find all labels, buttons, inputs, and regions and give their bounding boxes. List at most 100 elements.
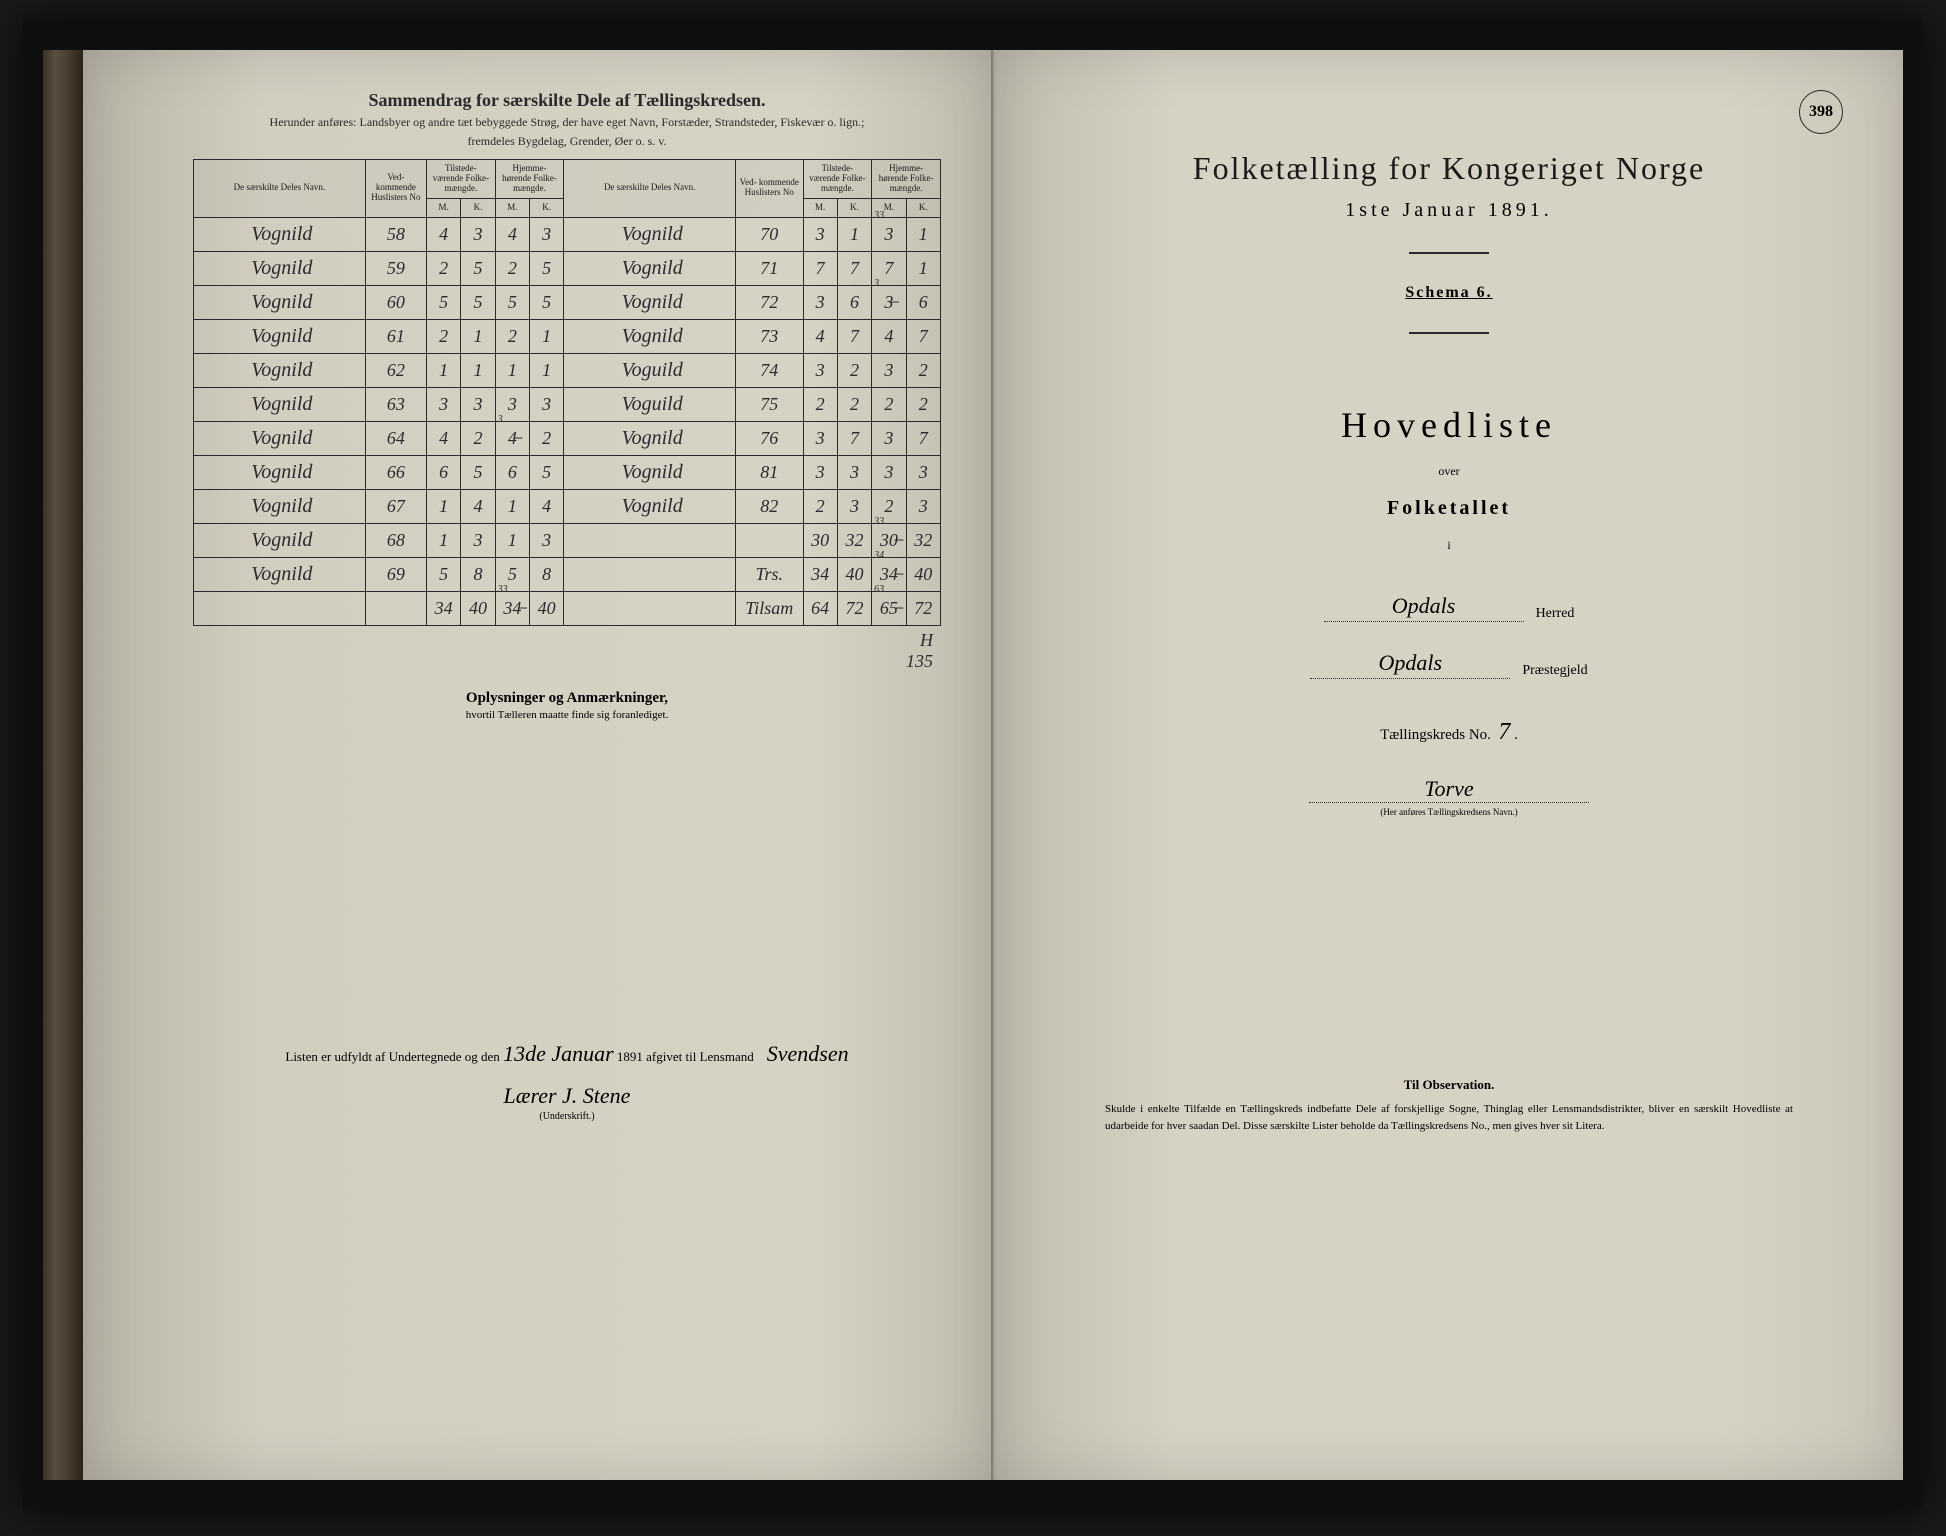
herred-value: Opdals <box>1324 593 1524 622</box>
kreds-caption: (Her anføres Tællingskredsens Navn.) <box>1075 807 1823 817</box>
table-cell: 2 <box>837 387 871 421</box>
praestegjeld-label: Præstegjeld <box>1522 663 1587 679</box>
sig-teller: Lærer J. Stene <box>504 1083 631 1108</box>
table-cell: 81 <box>736 455 803 489</box>
table-cell <box>564 523 736 557</box>
table-cell: 32 <box>906 523 941 557</box>
table-cell: 71 <box>736 251 803 285</box>
obs-body: Skulde i enkelte Tilfælde en Tællingskre… <box>1075 1101 1823 1134</box>
table-cell: 70 <box>736 217 803 251</box>
table-cell: 32 <box>837 523 871 557</box>
table-cell: Vognild <box>194 319 366 353</box>
table-cell: 5 <box>427 285 461 319</box>
kreds-name-block: Torve (Her anføres Tællingskredsens Navn… <box>1075 776 1823 817</box>
table-cell: Trs. <box>736 557 803 591</box>
th-tilstede-R: Tilstede- værende Folke- mængde. <box>803 160 872 199</box>
oplysninger-sub: hvortil Tælleren maatte finde sig foranl… <box>193 709 941 721</box>
th-k: K. <box>906 198 941 217</box>
table-row: Vognild621111Voguild743232 <box>194 353 941 387</box>
table-cell: Voguild <box>564 353 736 387</box>
table-cell: 34 <box>427 591 461 625</box>
table-cell: 7 <box>906 319 941 353</box>
below-table-notes: H 135 <box>193 630 941 672</box>
th-hjemme-L: Hjemme- hørende Folke- mængde. <box>495 160 564 199</box>
right-title: Folketælling for Kongeriget Norge <box>1075 150 1823 187</box>
table-cell: 4 <box>872 319 906 353</box>
table-cell: 2 <box>495 251 529 285</box>
table-cell: 76 <box>736 421 803 455</box>
table-cell: 66 <box>365 455 426 489</box>
table-cell: Vognild <box>564 285 736 319</box>
table-cell: Vognild <box>194 421 366 455</box>
table-sum-row: 34403334̶40Tilsam64726365̶72 <box>194 591 941 625</box>
table-cell: 7 <box>837 251 871 285</box>
table-cell: 61 <box>365 319 426 353</box>
right-page: 398 Folketælling for Kongeriget Norge 1s… <box>993 50 1903 1480</box>
kreds-name: Torve <box>1309 776 1589 803</box>
left-header-1: Sammendrag for særskilte Dele af Tælling… <box>193 90 941 111</box>
table-cell: 333 <box>872 217 906 251</box>
left-header-3: fremdeles Bygdelag, Grender, Øer o. s. v… <box>193 134 941 149</box>
table-cell: 34̶ <box>495 421 529 455</box>
table-cell: 5 <box>495 285 529 319</box>
table-cell: 68 <box>365 523 426 557</box>
table-row: Vognild666565Vognild813333 <box>194 455 941 489</box>
table-cell <box>194 591 366 625</box>
praestegjeld-value: Opdals <box>1310 650 1510 679</box>
table-cell: 6 <box>906 285 941 319</box>
th-m: M. <box>803 198 837 217</box>
table-cell: 6 <box>837 285 871 319</box>
kreds-no: 7 <box>1498 719 1510 745</box>
table-cell: 3 <box>530 387 564 421</box>
table-row: Vognild633333Voguild752222 <box>194 387 941 421</box>
table-cell: 6 <box>495 455 529 489</box>
table-cell: 58 <box>365 217 426 251</box>
oplysninger-title: Oplysninger og Anmærkninger, <box>193 690 941 707</box>
table-cell: 1 <box>530 319 564 353</box>
table-cell: Vognild <box>564 455 736 489</box>
table-cell: 64 <box>803 591 837 625</box>
table-cell: Vognild <box>194 251 366 285</box>
table-cell: 1 <box>427 353 461 387</box>
table-cell <box>736 523 803 557</box>
th-hjemme-R: Hjemme- hørende Folke- mængde. <box>872 160 941 199</box>
table-cell: 3 <box>872 421 906 455</box>
table-cell <box>564 557 736 591</box>
table-cell: Vognild <box>194 557 366 591</box>
table-cell: 75 <box>736 387 803 421</box>
table-cell: 3 <box>837 455 871 489</box>
hovedliste-title: Hovedliste <box>1075 404 1823 446</box>
book-spread: Sammendrag for særskilte Dele af Tælling… <box>23 20 1923 1510</box>
table-cell: Vognild <box>194 489 366 523</box>
table-cell: 7 <box>837 421 871 455</box>
table-cell: Tilsam <box>736 591 803 625</box>
table-cell: 60 <box>365 285 426 319</box>
location-fields: Opdals Herred Opdals Præstegjeld <box>1075 593 1823 679</box>
rule-1 <box>1409 252 1489 254</box>
table-cell: 4 <box>495 217 529 251</box>
table-row: Vognild605555Vognild723633̶6 <box>194 285 941 319</box>
th-tilstede-L: Tilstede- værende Folke- mængde. <box>427 160 496 199</box>
table-cell: 3 <box>803 455 837 489</box>
table-row: Vognild612121Vognild734747 <box>194 319 941 353</box>
table-cell: 3 <box>803 353 837 387</box>
table-cell: 6365̶ <box>872 591 906 625</box>
obs-title: Til Observation. <box>1075 1077 1823 1093</box>
table-cell: 8 <box>461 557 495 591</box>
table-cell: 69 <box>365 557 426 591</box>
table-cell: Vognild <box>194 285 366 319</box>
th-k: K. <box>461 198 495 217</box>
table-cell: 1 <box>461 319 495 353</box>
table-cell: 33̶ <box>872 285 906 319</box>
table-cell: 34 <box>803 557 837 591</box>
table-cell: 2 <box>530 421 564 455</box>
left-page: Sammendrag for særskilte Dele af Tælling… <box>83 50 993 1480</box>
table-cell: 73 <box>736 319 803 353</box>
table-cell: 2 <box>872 387 906 421</box>
table-cell: 3 <box>803 285 837 319</box>
table-cell: Vognild <box>564 489 736 523</box>
table-row: Vognild644234̶2Vognild763737 <box>194 421 941 455</box>
table-cell: 2 <box>803 489 837 523</box>
table-cell: 3 <box>872 353 906 387</box>
table-cell: 2 <box>495 319 529 353</box>
